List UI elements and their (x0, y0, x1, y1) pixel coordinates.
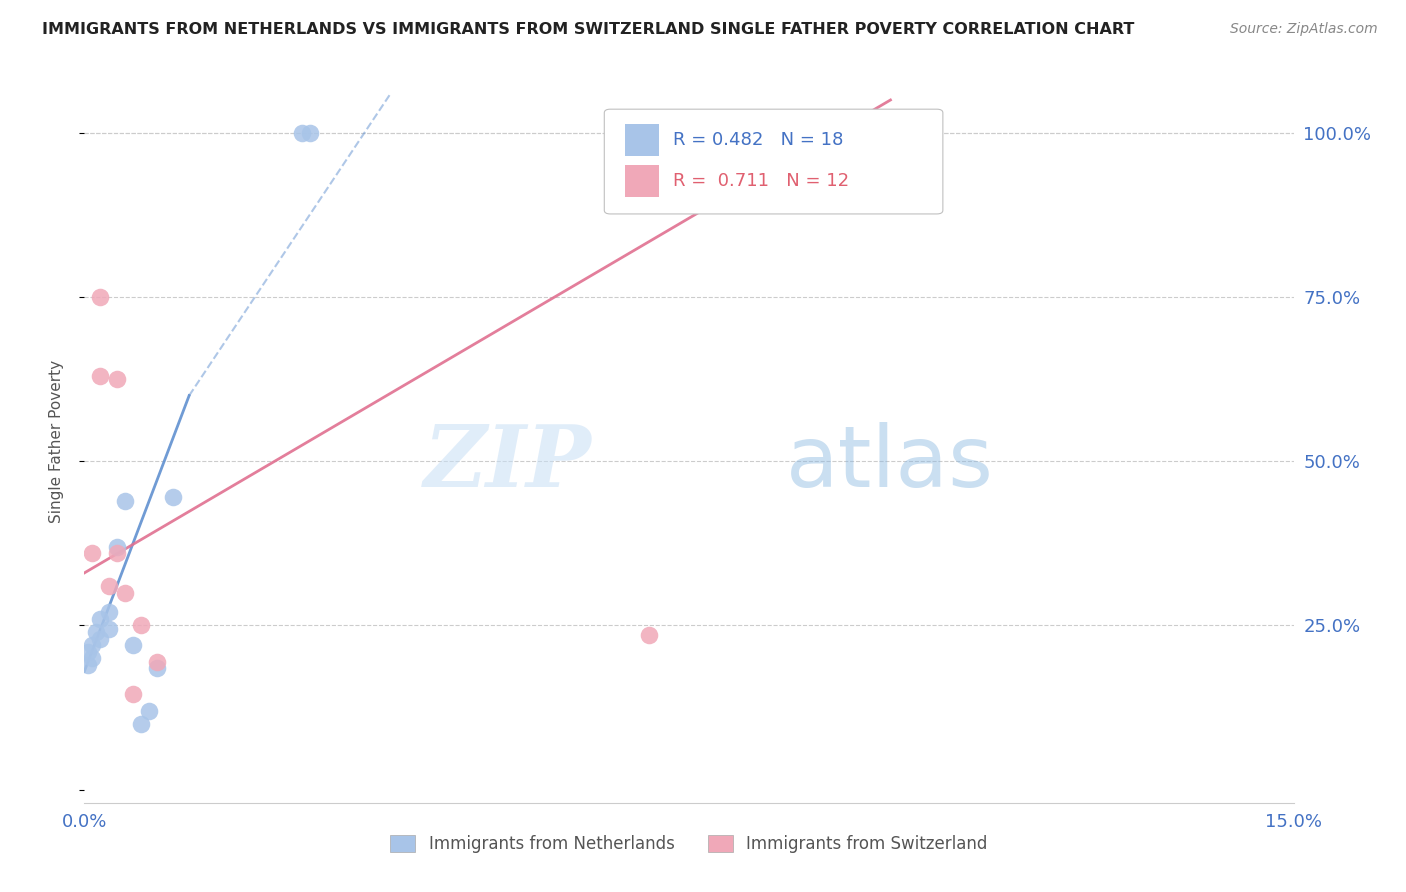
Point (129, 618, 152, 632)
Point (138, 704, 160, 718)
Point (121, 638, 143, 652)
Text: IMMIGRANTS FROM NETHERLANDS VS IMMIGRANTS FROM SWITZERLAND SINGLE FATHER POVERTY: IMMIGRANTS FROM NETHERLANDS VS IMMIGRANT… (42, 22, 1135, 37)
Point (77, 657, 100, 672)
Point (89, 290, 111, 304)
Bar (624, 165, 659, 197)
Point (162, 491, 184, 505)
Text: ZIP: ZIP (425, 421, 592, 505)
Point (82, 651, 104, 665)
Legend: Immigrants from Netherlands, Immigrants from Switzerland: Immigrants from Netherlands, Immigrants … (384, 828, 994, 860)
Point (129, 717, 152, 731)
Point (77, 645, 100, 659)
Point (291, 126, 314, 140)
Point (146, 661, 169, 675)
Point (89, 612, 111, 626)
Point (299, 126, 322, 140)
Point (114, 493, 136, 508)
Text: R =  0.711   N = 12: R = 0.711 N = 12 (673, 172, 849, 190)
Point (89, 632, 111, 646)
Point (105, 540, 128, 554)
Text: atlas: atlas (786, 422, 994, 505)
Bar (624, 124, 659, 156)
Text: R = 0.482   N = 18: R = 0.482 N = 18 (673, 131, 844, 149)
Point (114, 585, 136, 599)
Point (637, 628, 659, 642)
Point (82, 546, 104, 560)
Point (97, 579, 120, 593)
Point (82, 638, 104, 652)
Point (121, 687, 143, 701)
Point (105, 546, 128, 560)
Point (630, 126, 652, 140)
Point (97, 622, 120, 636)
Text: Source: ZipAtlas.com: Source: ZipAtlas.com (1230, 22, 1378, 37)
Point (89, 368, 111, 383)
Point (86, 625, 108, 640)
Point (97, 605, 120, 619)
FancyBboxPatch shape (605, 109, 943, 214)
Point (146, 655, 169, 669)
Y-axis label: Single Father Poverty: Single Father Poverty (49, 360, 63, 523)
Point (105, 372, 128, 386)
